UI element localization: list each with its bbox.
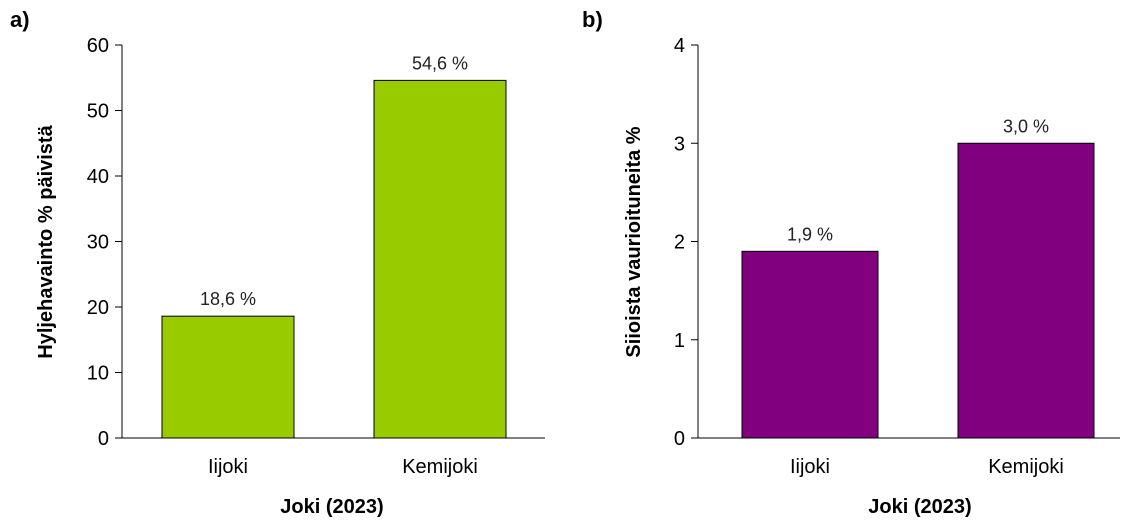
bar-value-label-b-0: 1,9 % [787,224,833,244]
bar-b-1 [958,143,1094,438]
y-tick-label-a-1: 10 [87,363,109,385]
y-tick-label-a-6: 60 [87,35,109,57]
y-tick-label-a-0: 0 [98,428,109,450]
y-tick-label-b-2: 2 [674,232,685,254]
y-tick-label-b-0: 0 [674,428,685,450]
bar-b-0 [742,251,878,438]
y-tick-label-b-4: 4 [674,35,685,57]
x-axis-title-a: Joki (2023) [280,496,383,518]
category-labels-a: Iijoki Kemijoki [208,456,478,478]
category-label-b-1: Kemijoki [988,456,1064,478]
x-axis-title-b: Joki (2023) [868,496,971,518]
bar-a-0 [162,316,294,438]
category-labels-b: Iijoki Kemijoki [790,456,1064,478]
y-ticks-a: 0 10 20 30 40 50 60 [87,35,122,450]
y-tick-label-b-1: 1 [674,330,685,352]
chart-a: a) Hyljehavainto % päivistä Joki (2023) … [10,7,545,518]
category-label-a-0: Iijoki [208,456,248,478]
panel-label-b: b) [582,7,603,32]
bar-value-label-a-0: 18,6 % [200,289,256,309]
chart-b: b) Siioista vaurioituneita % Joki (2023)… [582,7,1120,518]
y-tick-label-b-3: 3 [674,133,685,155]
y-axis-title-b: Siioista vaurioituneita % [623,126,645,357]
y-tick-label-a-2: 20 [87,297,109,319]
y-axis-title-a: Hyljehavainto % päivistä [35,124,57,358]
bars-a [162,80,506,438]
category-label-b-0: Iijoki [790,456,830,478]
bar-a-1 [374,80,506,438]
bar-value-label-a-1: 54,6 % [412,53,468,73]
bar-value-label-b-1: 3,0 % [1003,116,1049,136]
y-tick-label-a-4: 40 [87,166,109,188]
y-tick-label-a-5: 50 [87,101,109,123]
category-label-a-1: Kemijoki [402,456,478,478]
y-tick-label-a-3: 30 [87,232,109,254]
bars-b [742,143,1094,438]
panel-label-a: a) [10,7,30,32]
y-ticks-b: 0 1 2 3 4 [674,35,698,450]
